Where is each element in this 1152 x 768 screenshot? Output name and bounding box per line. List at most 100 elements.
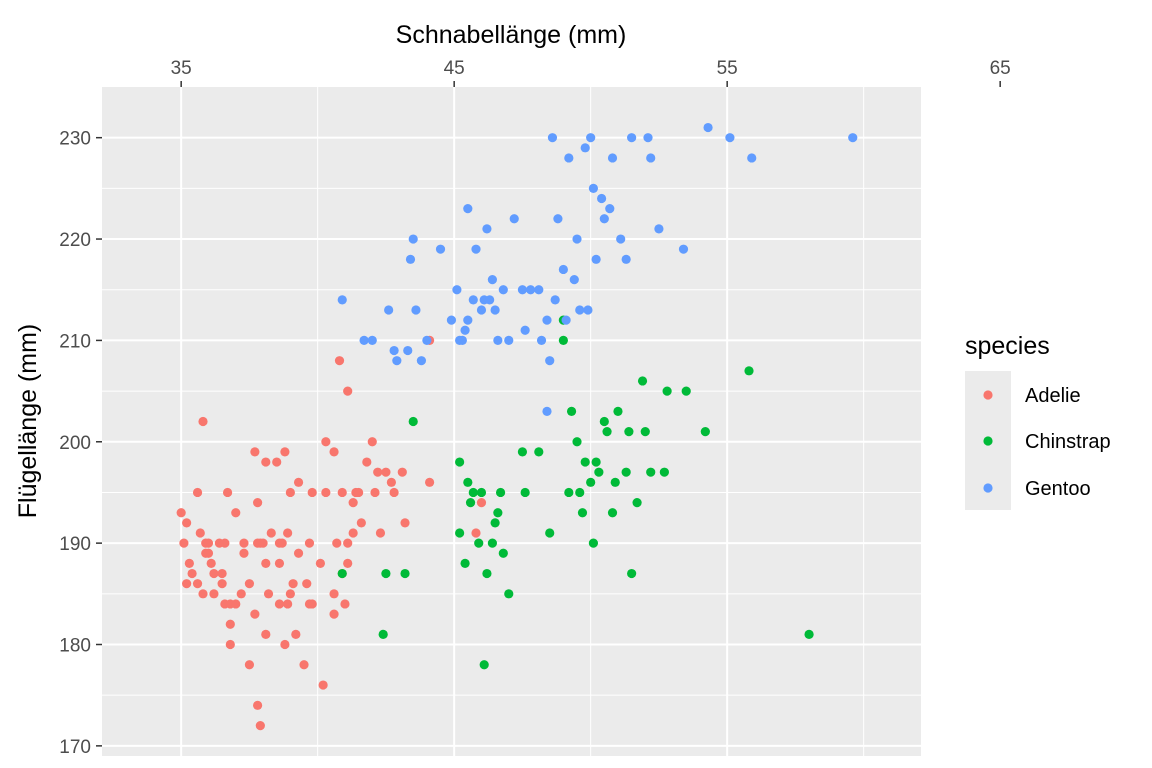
point-gentoo (547, 133, 558, 143)
x-axis-title: Schnabellänge (mm) (396, 21, 627, 49)
point-gentoo (654, 224, 664, 234)
point-adelie (367, 437, 377, 447)
legend: species Adelie Chinstrap Gentoo (965, 332, 1111, 510)
point-chinstrap (700, 427, 710, 437)
point-chinstrap (455, 528, 465, 538)
legend-key-chinstrap (983, 436, 993, 446)
point-gentoo (389, 345, 399, 356)
point-gentoo (487, 274, 497, 285)
point-adelie (239, 538, 249, 548)
data-points (176, 122, 858, 731)
point-chinstrap (621, 467, 631, 477)
point-adelie (274, 599, 285, 609)
point-adelie (283, 599, 293, 609)
point-adelie (337, 487, 347, 498)
point-adelie (198, 589, 208, 599)
point-adelie (343, 386, 353, 396)
y-tick-label: 180 (59, 636, 91, 657)
point-gentoo (457, 335, 467, 346)
point-gentoo (526, 285, 536, 295)
point-adelie (283, 528, 293, 538)
point-chinstrap (474, 538, 484, 548)
point-adelie (209, 589, 219, 599)
point-chinstrap (681, 386, 691, 396)
point-adelie (321, 437, 331, 447)
point-gentoo (408, 234, 418, 244)
point-chinstrap (575, 487, 585, 498)
point-chinstrap (479, 660, 489, 670)
point-adelie (179, 538, 189, 548)
point-adelie (182, 518, 192, 528)
point-adelie (192, 487, 203, 498)
point-gentoo (463, 204, 473, 214)
point-chinstrap (572, 437, 582, 447)
point-chinstrap (594, 467, 604, 477)
point-adelie (250, 447, 260, 457)
point-adelie (280, 639, 290, 650)
point-adelie (348, 528, 358, 538)
point-adelie (239, 548, 249, 558)
point-adelie (217, 579, 227, 589)
point-adelie (280, 447, 290, 457)
point-chinstrap (337, 568, 347, 579)
point-chinstrap (613, 406, 623, 416)
point-gentoo (550, 295, 560, 305)
point-gentoo (747, 153, 757, 163)
point-adelie (195, 528, 205, 538)
legend-key-adelie (983, 390, 993, 400)
point-adelie (231, 508, 241, 518)
point-chinstrap (378, 629, 388, 639)
point-chinstrap (455, 457, 465, 467)
point-chinstrap (599, 416, 609, 427)
point-adelie (244, 660, 255, 670)
point-adelie (244, 579, 255, 589)
point-adelie (329, 589, 339, 599)
y-tick-label: 190 (59, 534, 91, 555)
point-chinstrap (804, 629, 814, 639)
point-gentoo (435, 244, 446, 254)
point-gentoo (627, 133, 637, 143)
point-chinstrap (495, 487, 506, 498)
point-chinstrap (408, 416, 418, 427)
point-adelie (354, 487, 364, 498)
point-chinstrap (591, 457, 601, 467)
point-chinstrap (545, 528, 555, 538)
legend-label-adelie: Adelie (1025, 385, 1081, 407)
y-tick-label: 230 (59, 129, 91, 150)
point-adelie (198, 416, 208, 427)
point-adelie (334, 356, 345, 366)
point-adelie (266, 528, 276, 538)
point-gentoo (616, 234, 626, 244)
point-adelie (225, 639, 235, 650)
point-gentoo (558, 264, 568, 275)
point-adelie (291, 629, 301, 639)
point-gentoo (493, 335, 503, 346)
point-gentoo (520, 325, 530, 335)
point-gentoo (476, 305, 487, 315)
point-gentoo (517, 285, 528, 295)
point-chinstrap (490, 518, 500, 528)
point-adelie (307, 487, 317, 498)
point-gentoo (572, 234, 582, 244)
point-gentoo (337, 295, 347, 305)
point-gentoo (553, 214, 563, 224)
point-gentoo (367, 335, 377, 346)
point-chinstrap (602, 427, 612, 437)
point-adelie (356, 518, 366, 528)
point-adelie (285, 589, 295, 599)
point-chinstrap (624, 427, 634, 437)
point-gentoo (504, 335, 514, 346)
y-tick-label: 220 (59, 230, 91, 251)
point-gentoo (416, 356, 427, 366)
point-adelie (373, 467, 383, 477)
point-gentoo (468, 295, 478, 305)
point-gentoo (569, 274, 579, 285)
point-gentoo (703, 122, 713, 133)
point-adelie (476, 497, 487, 508)
point-gentoo (452, 285, 462, 295)
point-gentoo (411, 305, 421, 315)
point-adelie (274, 558, 285, 569)
point-adelie (272, 457, 282, 467)
point-chinstrap (637, 376, 648, 386)
point-chinstrap (482, 568, 492, 579)
